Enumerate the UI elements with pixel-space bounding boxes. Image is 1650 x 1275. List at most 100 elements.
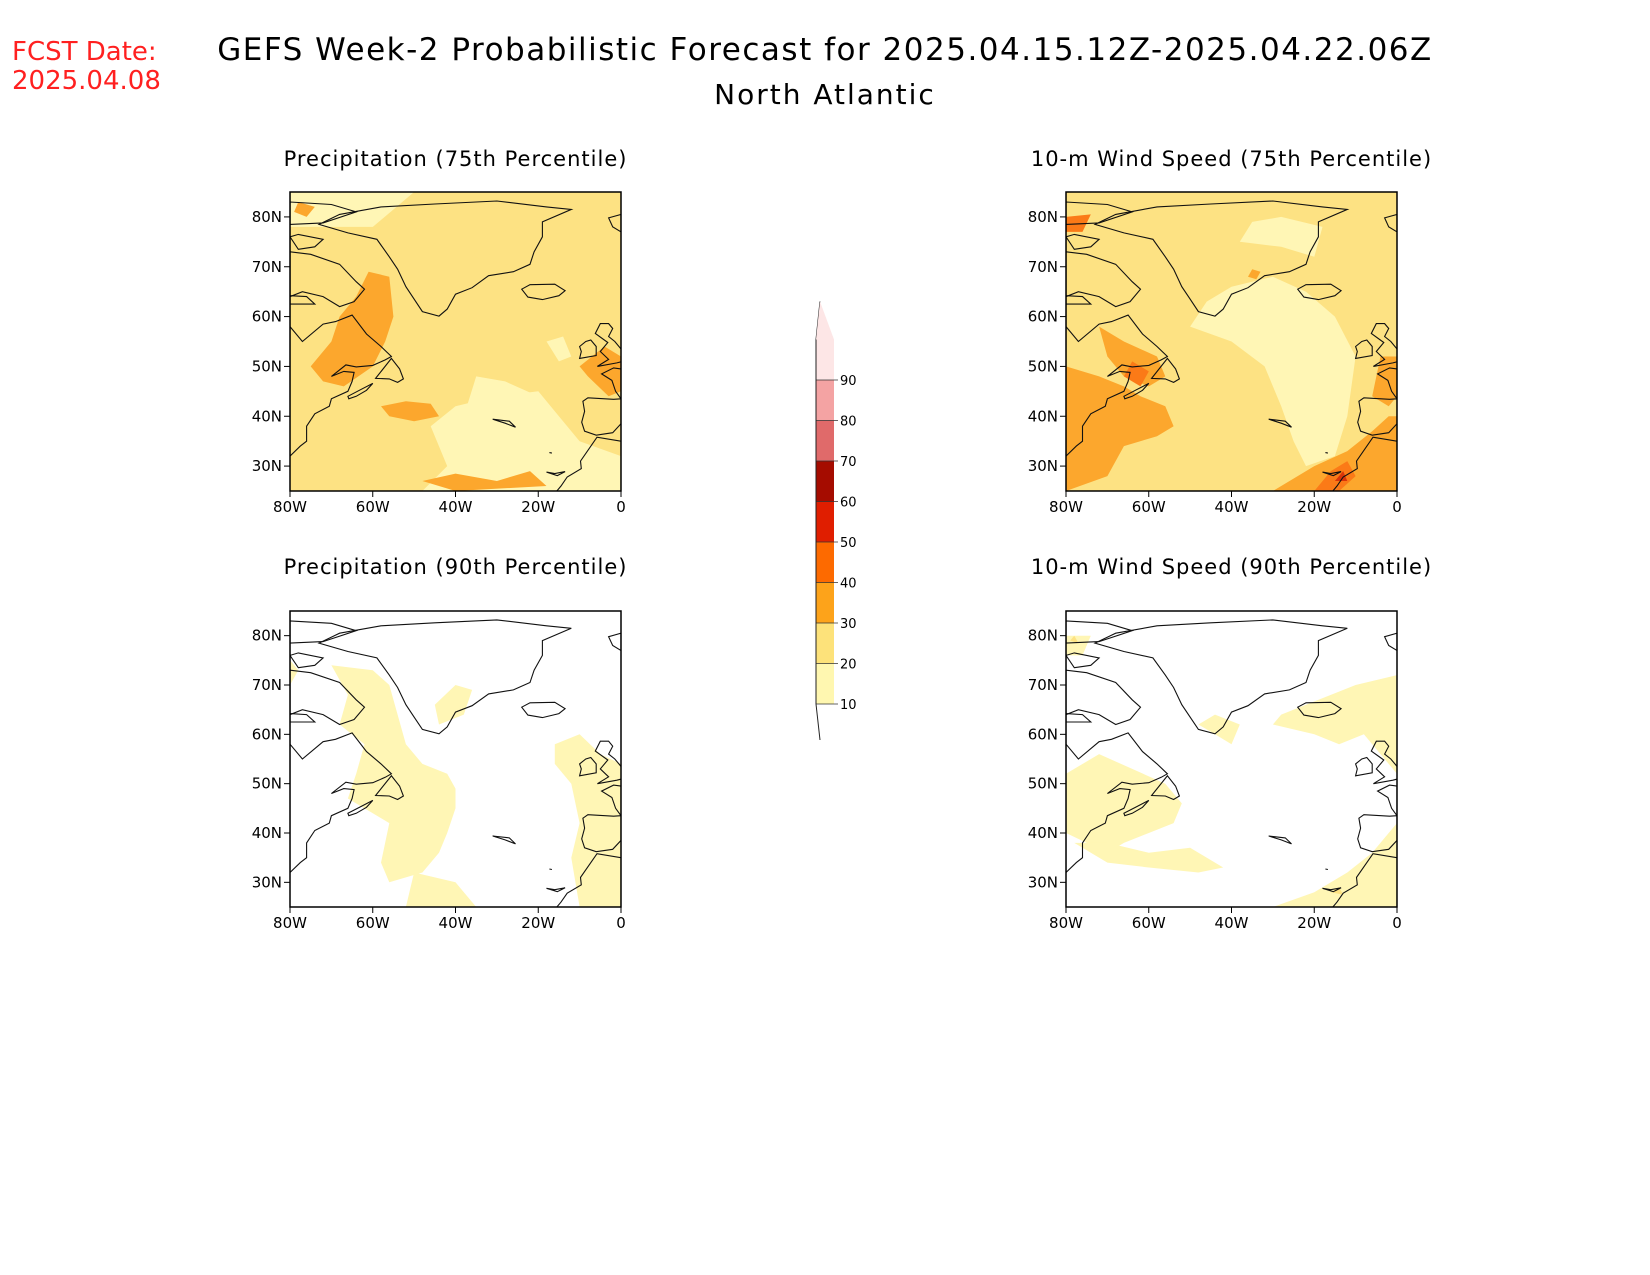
lat-tick-label: 60N — [1028, 725, 1058, 743]
panel-title: 10-m Wind Speed (75th Percentile) — [1031, 147, 1432, 171]
coastline-segment — [1332, 436, 1397, 491]
coastline-segment — [1376, 367, 1397, 400]
lon-tick-label: 60W — [1132, 498, 1166, 516]
lat-tick-label: 30N — [1028, 457, 1058, 475]
coastline-segment — [1268, 418, 1292, 428]
colorbar-segment-70 — [816, 420, 834, 461]
shade-region-c10 — [455, 376, 539, 462]
lon-tick-label: 60W — [1132, 914, 1166, 932]
lat-tick-label: 40N — [1028, 824, 1058, 842]
lon-tick-label: 80W — [1049, 914, 1083, 932]
shade-region-c30 — [1248, 269, 1261, 280]
lon-tick-label: 20W — [521, 914, 555, 932]
map-panel-wind-75: 10-m Wind Speed (75th Percentile) 80N 70N 6… — [1028, 147, 1432, 516]
probability-shading — [290, 660, 621, 907]
lon-tick-label: 0 — [616, 914, 626, 932]
coastline-segment — [1325, 868, 1329, 871]
coastlines — [290, 192, 621, 491]
coastline-segment — [549, 868, 553, 871]
coastline-segment — [549, 452, 553, 454]
coastline-segment — [1296, 701, 1343, 719]
shade-region-c30 — [1066, 366, 1174, 491]
coastline-segment — [1357, 397, 1397, 436]
lon-tick-label: 0 — [616, 498, 626, 516]
coastline-segment — [1268, 835, 1292, 845]
lat-tick-label: 80N — [1028, 208, 1058, 226]
coastline-segment — [1123, 799, 1150, 817]
fcst-date-caption: FCST Date: — [12, 37, 157, 67]
lat-tick-label: 50N — [252, 357, 282, 375]
colorbar-segment-40 — [816, 542, 834, 583]
page-title: GEFS Week-2 Probabilistic Forecast for 2… — [217, 32, 1433, 68]
shade-region-c10 — [1272, 675, 1397, 774]
colorbar-label: 10 — [840, 698, 857, 713]
lat-tick-label: 70N — [1028, 258, 1058, 276]
shade-region-c50 — [1334, 471, 1348, 481]
coastlines — [1066, 611, 1397, 907]
coastline-segment — [1370, 323, 1397, 367]
colorbar-label: 70 — [840, 455, 857, 470]
coastline-segment — [607, 213, 621, 233]
coastline-segment — [317, 200, 574, 317]
coastline-segment — [600, 784, 621, 817]
lat-tick-label: 60N — [252, 725, 282, 743]
coastline-segment — [556, 436, 621, 491]
panel-title: 10-m Wind Speed (90th Percentile) — [1031, 555, 1432, 579]
coastline-segment — [1066, 713, 1093, 723]
coastline-segment — [1332, 853, 1397, 907]
coastline-segment — [556, 853, 621, 907]
shade-region-c30 — [422, 471, 547, 491]
shade-region-c10 — [434, 685, 473, 725]
coastline-segment — [1066, 295, 1093, 305]
shade-region-c40 — [1123, 361, 1149, 387]
shade-region-c10 — [546, 336, 572, 362]
lat-tick-label: 80N — [252, 627, 282, 645]
coastline-segment — [492, 418, 516, 428]
coastline-segment — [520, 283, 567, 301]
shade-region-c30 — [294, 202, 315, 217]
colorbar-label: 60 — [840, 496, 857, 511]
coastline-segment — [1354, 339, 1373, 360]
lon-tick-label: 20W — [1297, 914, 1331, 932]
colorbar-label: 30 — [840, 617, 857, 632]
shade-region-c20 — [290, 192, 621, 491]
lon-tick-label: 40W — [1215, 914, 1249, 932]
lat-tick-label: 50N — [1028, 775, 1058, 793]
coastline-segment — [546, 887, 566, 893]
lat-tick-label: 60N — [1028, 308, 1058, 326]
colorbar-label: 80 — [840, 415, 857, 430]
coastline-segment — [290, 295, 317, 305]
coastline-segment — [374, 774, 405, 801]
colorbar-segment-20 — [816, 623, 834, 664]
panel-title: Precipitation (75th Percentile) — [284, 147, 628, 171]
lat-tick-label: 70N — [252, 258, 282, 276]
coastline-segment — [520, 701, 567, 719]
shade-region-c10 — [1074, 842, 1224, 873]
lat-tick-label: 50N — [252, 775, 282, 793]
shade-region-c10 — [554, 734, 621, 907]
lon-tick-label: 20W — [1297, 498, 1331, 516]
shade-region-c10 — [1198, 714, 1240, 745]
coastline-segment — [607, 632, 621, 652]
shade-region-c10 — [1066, 635, 1091, 656]
coastlines — [1066, 192, 1397, 491]
lon-tick-label: 0 — [1392, 498, 1402, 516]
coastline-segment — [290, 251, 366, 308]
coastline-segment — [1296, 283, 1343, 301]
shade-region-c20 — [1330, 887, 1344, 895]
shade-region-c10 — [1272, 823, 1397, 907]
coastline-segment — [581, 397, 621, 436]
lon-tick-label: 60W — [356, 914, 390, 932]
shade-region-c30 — [1372, 356, 1397, 407]
shade-region-c10 — [290, 660, 299, 685]
lon-tick-label: 40W — [439, 914, 473, 932]
colorbar: 10 20 30 40 50 60 70 80 90 — [815, 301, 857, 741]
coastline-segment — [578, 756, 597, 777]
coastline-segment — [347, 799, 374, 817]
coastline-segment — [1383, 632, 1397, 652]
lat-tick-label: 30N — [252, 457, 282, 475]
colorbar-segment-90 — [816, 339, 834, 380]
shade-region-c20 — [1070, 635, 1079, 644]
coastline-segment — [1322, 887, 1342, 893]
